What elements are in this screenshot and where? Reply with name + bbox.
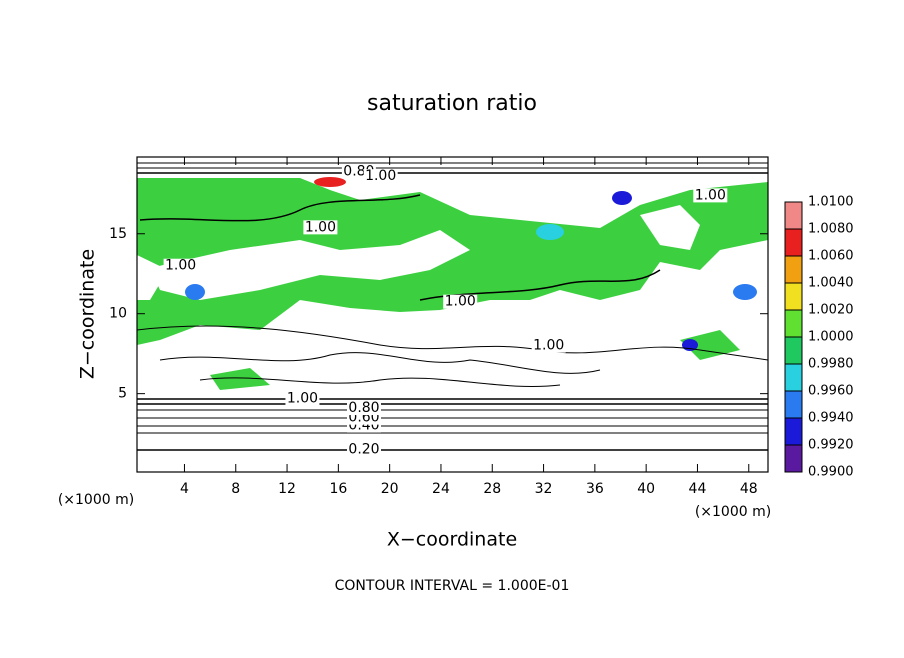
colorbar-band [785,202,802,229]
plot-frame [136,156,769,473]
contour-line [136,325,769,361]
field-region [150,230,470,300]
field-region [733,284,757,300]
field-region [612,191,632,205]
colorbar-band [785,256,802,283]
colorbar-tick-label: 1.0100 [808,195,854,210]
y-tick-label: 15 [109,226,127,242]
colorbar-band [785,445,802,472]
contour-label-bg [285,391,320,406]
x-tick-label: 16 [329,481,347,497]
field-region [185,284,205,300]
contour-label: 1.00 [695,187,726,203]
x-tick-label: 44 [689,481,707,497]
x-tick-label: 4 [180,481,189,497]
x-tick-label: 32 [535,481,553,497]
contour-label-bg [303,220,338,235]
footer-note: CONTOUR INTERVAL = 1.000E-01 [335,578,570,594]
colorbar-tick-label: 0.9900 [808,465,854,480]
y-axis-label: Z−coordinate [77,249,99,379]
x-unit-label: (×1000 m) [695,504,771,520]
colorbar-band [785,418,802,445]
x-axis-label: X−coordinate [387,529,517,551]
field-region [210,368,270,390]
contour-line [139,194,421,222]
contour-label: 1.00 [287,390,318,406]
field [136,162,769,451]
contour-label-bg [531,338,566,353]
x-tick-label: 28 [483,481,501,497]
contour-line [199,377,561,388]
field-region [137,255,168,300]
colorbar-tick-label: 0.9920 [808,438,854,453]
colorbar-tick-label: 0.9940 [808,411,854,426]
x-tick-label: 40 [637,481,655,497]
colorbar-band [785,391,802,418]
colorbar-tick-label: 0.9960 [808,384,854,399]
colorbar-band [785,229,802,256]
contour-label-bg [347,442,382,457]
colorbar-band [785,364,802,391]
field-region [640,205,700,250]
contour-label: 1.00 [165,258,196,274]
x-tick-label: 8 [231,481,240,497]
contour-label: 1.00 [445,294,476,310]
x-tick-label: 48 [740,481,758,497]
contour-label-bg [693,188,728,203]
contour-line [419,269,661,301]
colorbar-band [785,337,802,364]
y-tick-label: 10 [109,306,127,322]
contour-label: 1.00 [533,338,564,354]
x-tick-label: 36 [586,481,604,497]
contour-label: 1.00 [365,168,396,184]
contour-label: 0.20 [348,442,379,458]
x-tick-label: 12 [278,481,296,497]
colorbar-tick-label: 1.0080 [808,222,854,237]
colorbar-band [785,310,802,337]
contour-label-bg [163,258,198,273]
y-unit-label: (×1000 m) [58,492,134,508]
field-region [680,330,740,360]
field-region [314,177,346,187]
contour-label-bg [347,401,382,416]
contour-line [159,352,601,374]
contour-label: 0.80 [348,400,379,416]
colorbar-tick-label: 1.0040 [808,276,854,291]
colorbar-tick-label: 1.0020 [808,303,854,318]
contour-label-bg [443,294,478,309]
colorbar-tick-label: 1.0000 [808,330,854,345]
field-region [536,224,564,240]
colorbar-band [785,283,802,310]
chart-title: saturation ratio [367,91,537,116]
x-tick-label: 20 [381,481,399,497]
x-tick-label: 24 [432,481,450,497]
colorbar-tick-label: 1.0060 [808,249,854,264]
contour-label: 1.00 [305,219,336,235]
colorbar-tick-label: 0.9980 [808,357,854,372]
contour-label-bg [363,169,398,184]
field-region [137,178,768,345]
y-tick-label: 5 [118,386,127,402]
